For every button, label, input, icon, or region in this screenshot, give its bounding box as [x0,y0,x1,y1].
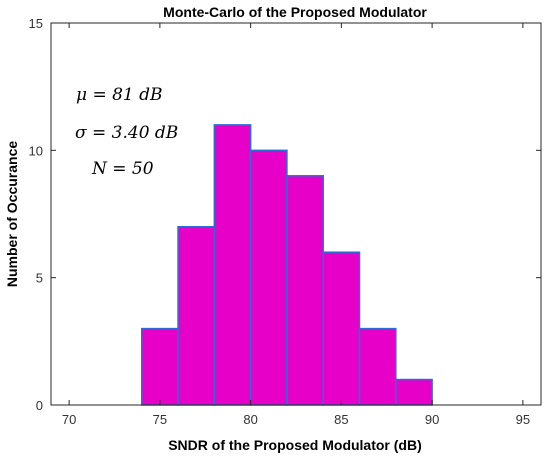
histogram-bar-1 [177,225,216,406]
y-tick-label-1: 5 [36,271,43,286]
mean-annotation: μ = 81 dB [76,85,163,105]
statistics-annotation: μ = 81 dB σ = 3.40 dB N = 50 [75,85,178,179]
y-tick-label-3: 15 [29,16,43,31]
x-tick-label-0: 70 [62,412,76,427]
chart-title: Monte-Carlo of the Proposed Modulator [163,4,427,20]
y-axis-label: Number of Occurance [4,141,20,287]
histogram-bar-0 [140,327,179,406]
histogram-bar-7 [395,378,433,406]
y-tick-label-2: 10 [29,143,43,158]
histogram-bar-3 [249,149,288,406]
x-tick-label-2: 80 [243,412,257,427]
x-tick-label-3: 85 [334,412,348,427]
x-tick-label-4: 90 [425,412,439,427]
histogram-bar-4 [286,175,324,406]
x-tick-label-1: 75 [153,412,167,427]
axes-box [50,22,542,406]
plot-area: 70 75 80 85 90 95 0 5 10 15 [29,16,542,427]
std-annotation: σ = 3.40 dB [75,123,178,143]
sample-count-annotation: N = 50 [91,159,154,179]
x-tick-label-5: 95 [516,412,530,427]
histogram-bar-6 [358,327,397,406]
histogram-bar-2 [213,124,252,406]
histogram-bar-5 [322,251,361,406]
x-axis-label: SNDR of the Proposed Modulator (dB) [168,437,422,453]
y-tick-label-0: 0 [36,398,43,413]
